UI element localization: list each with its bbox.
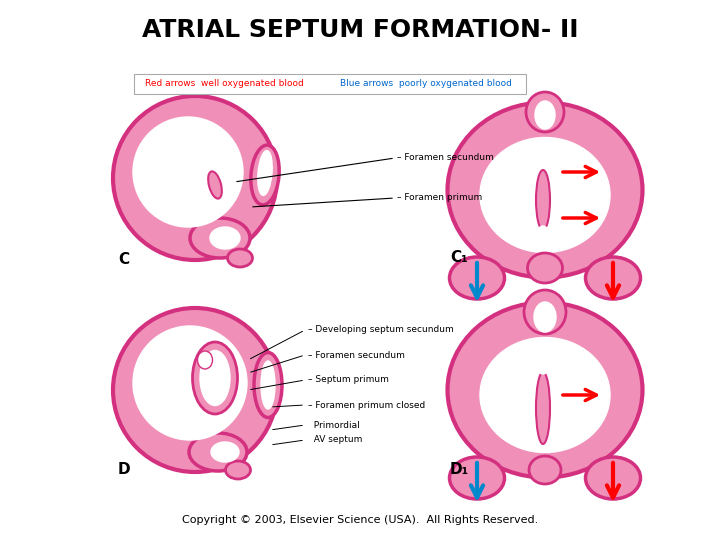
Ellipse shape [208, 171, 222, 199]
Text: C: C [118, 253, 129, 267]
FancyBboxPatch shape [134, 74, 526, 94]
Ellipse shape [166, 161, 189, 191]
Ellipse shape [251, 145, 279, 205]
Text: AV septum: AV septum [308, 435, 362, 444]
Ellipse shape [192, 342, 238, 414]
Ellipse shape [449, 257, 505, 299]
Ellipse shape [536, 170, 550, 230]
Ellipse shape [448, 103, 642, 278]
Circle shape [133, 326, 247, 440]
Circle shape [113, 96, 277, 260]
Ellipse shape [480, 138, 610, 253]
Ellipse shape [190, 218, 250, 258]
Text: D₁: D₁ [450, 462, 469, 477]
Circle shape [113, 308, 277, 472]
Text: Copyright © 2003, Elsevier Science (USA).  All Rights Reserved.: Copyright © 2003, Elsevier Science (USA)… [182, 515, 538, 525]
Ellipse shape [225, 461, 251, 479]
Ellipse shape [254, 353, 282, 417]
Ellipse shape [535, 101, 555, 129]
Text: ATRIAL SEPTUM FORMATION- II: ATRIAL SEPTUM FORMATION- II [142, 18, 578, 42]
Ellipse shape [538, 226, 548, 238]
Text: D: D [118, 462, 130, 477]
Ellipse shape [210, 227, 240, 249]
Ellipse shape [585, 257, 641, 299]
Ellipse shape [449, 457, 505, 499]
Text: Primordial: Primordial [308, 421, 360, 429]
Ellipse shape [534, 302, 556, 332]
Ellipse shape [200, 350, 230, 406]
Text: C₁: C₁ [450, 251, 468, 266]
Ellipse shape [585, 457, 641, 499]
Circle shape [133, 117, 243, 227]
Ellipse shape [228, 249, 253, 267]
Ellipse shape [261, 361, 275, 409]
Text: – Septum primum: – Septum primum [308, 375, 389, 384]
Text: – Foramen secundum: – Foramen secundum [308, 350, 405, 360]
Text: Red arrows  well oxygenated blood: Red arrows well oxygenated blood [145, 79, 304, 89]
Ellipse shape [528, 253, 562, 283]
Ellipse shape [211, 442, 239, 462]
Ellipse shape [538, 362, 548, 374]
Ellipse shape [529, 456, 561, 484]
Text: – Foramen primum closed: – Foramen primum closed [308, 401, 426, 409]
Ellipse shape [524, 290, 566, 334]
Ellipse shape [480, 338, 610, 453]
Text: – Foramen primum: – Foramen primum [397, 193, 482, 202]
Text: – Developing septum secundum: – Developing septum secundum [308, 326, 454, 334]
Ellipse shape [197, 351, 212, 369]
Text: – Foramen secundum: – Foramen secundum [397, 153, 494, 163]
Ellipse shape [448, 302, 642, 477]
Text: Blue arrows  poorly oxygenated blood: Blue arrows poorly oxygenated blood [340, 79, 512, 89]
Ellipse shape [526, 92, 564, 132]
Ellipse shape [258, 151, 272, 195]
Ellipse shape [189, 433, 247, 471]
Ellipse shape [536, 372, 550, 444]
